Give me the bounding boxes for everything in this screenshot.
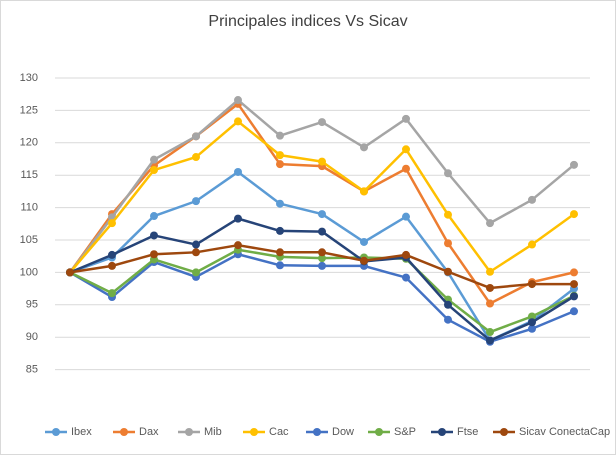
point — [108, 261, 116, 270]
y-tick-label: 125 — [20, 104, 38, 116]
legend-label: Sicav ConectaCap — [519, 426, 610, 438]
point — [528, 240, 536, 249]
point — [402, 145, 410, 154]
point — [276, 151, 284, 160]
point — [192, 268, 200, 277]
point — [318, 227, 326, 236]
point — [444, 315, 452, 324]
point — [444, 267, 452, 276]
point — [444, 300, 452, 309]
legend-marker — [375, 428, 383, 436]
point — [318, 248, 326, 257]
point — [108, 219, 116, 228]
legend-label: Dax — [139, 426, 159, 438]
point — [234, 214, 242, 223]
point — [570, 268, 578, 277]
chart-title: Principales indices Vs Sicav — [208, 13, 407, 30]
point — [486, 267, 494, 276]
point — [402, 273, 410, 282]
legend-label: Cac — [269, 426, 289, 438]
legend-marker — [250, 428, 258, 436]
point — [444, 169, 452, 178]
point — [192, 153, 200, 162]
legend-label: S&P — [394, 426, 416, 438]
point — [276, 199, 284, 208]
y-tick-label: 105 — [20, 234, 38, 246]
y-tick-label: 100 — [20, 266, 38, 278]
point — [318, 261, 326, 270]
legend-marker — [52, 428, 60, 436]
legend-marker — [185, 428, 193, 436]
y-tick-label: 120 — [20, 137, 38, 149]
point — [234, 167, 242, 176]
legend-marker — [120, 428, 128, 436]
point — [570, 307, 578, 316]
point — [444, 210, 452, 219]
legend-marker — [438, 428, 446, 436]
point — [528, 324, 536, 333]
point — [150, 155, 158, 164]
point — [528, 195, 536, 204]
legend-label: Dow — [332, 426, 354, 438]
point — [150, 212, 158, 221]
point — [318, 157, 326, 166]
point — [486, 336, 494, 345]
point — [234, 96, 242, 105]
point — [276, 160, 284, 169]
point — [276, 226, 284, 235]
point — [108, 250, 116, 259]
point — [402, 212, 410, 221]
point — [108, 289, 116, 298]
legend-label: Ftse — [457, 426, 478, 438]
y-tick-label: 85 — [26, 364, 38, 376]
point — [276, 261, 284, 270]
point — [192, 240, 200, 249]
point — [486, 283, 494, 292]
point — [570, 160, 578, 169]
y-tick-label: 90 — [26, 331, 38, 343]
point — [528, 318, 536, 327]
point — [528, 312, 536, 321]
point — [486, 328, 494, 337]
legend-marker — [500, 428, 508, 436]
point — [570, 292, 578, 301]
point — [402, 114, 410, 123]
point — [486, 299, 494, 308]
y-tick-label: 130 — [20, 72, 38, 84]
y-tick-label: 110 — [20, 202, 38, 214]
legend-label: Ibex — [71, 426, 92, 438]
point — [276, 248, 284, 257]
y-tick-label: 115 — [20, 169, 38, 181]
point — [318, 118, 326, 127]
point — [276, 131, 284, 140]
point — [318, 254, 326, 263]
point — [360, 256, 368, 265]
point — [192, 248, 200, 257]
point — [360, 187, 368, 196]
legend-label: Mib — [204, 426, 222, 438]
point — [192, 132, 200, 141]
point — [150, 166, 158, 175]
point — [402, 250, 410, 259]
point — [402, 164, 410, 173]
point — [486, 219, 494, 228]
point — [234, 117, 242, 126]
point — [570, 280, 578, 289]
point — [192, 197, 200, 206]
point — [318, 210, 326, 219]
point — [66, 268, 74, 277]
legend-marker — [313, 428, 321, 436]
point — [234, 241, 242, 250]
point — [360, 143, 368, 152]
point — [528, 280, 536, 289]
point — [150, 231, 158, 240]
point — [570, 210, 578, 219]
y-tick-label: 95 — [26, 299, 38, 311]
point — [360, 237, 368, 246]
point — [444, 239, 452, 248]
point — [150, 250, 158, 259]
